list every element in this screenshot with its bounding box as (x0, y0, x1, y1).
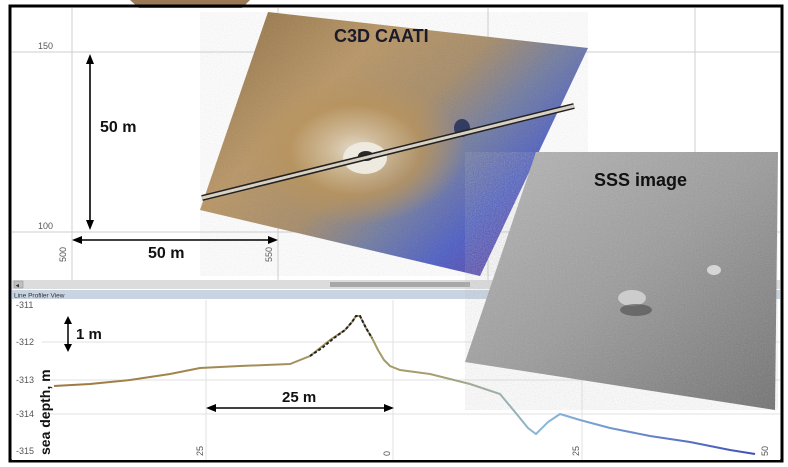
sss-image-title: SSS image (594, 170, 687, 190)
profile-vertical-scale-bar (64, 316, 72, 352)
profile-y-tick-314: -314 (16, 409, 34, 419)
profile-x-tick-25-right: 25 (571, 446, 581, 456)
profile-window-title: Line Profiler View (14, 293, 65, 300)
sss-target-highlight (618, 290, 646, 306)
seabed-profile-line (53, 315, 756, 455)
scrollbar-thumb[interactable] (330, 282, 470, 287)
scrollbar-left-arrow[interactable] (13, 280, 24, 289)
profile-y-axis-label: sea depth, m (37, 369, 53, 455)
plan-y-tick-150: 150 (38, 41, 53, 51)
profile-y-tick-312: -312 (16, 337, 34, 347)
profile-horizontal-scale-label: 25 m (282, 389, 316, 406)
profile-x-tick-50: 50 (760, 446, 770, 456)
sss-image-panel: SSS image (465, 152, 778, 410)
plan-y-tick-100: 100 (38, 221, 53, 231)
plan-x-tick-550: 550 (264, 247, 274, 262)
profile-horizontal-scale-bar (206, 404, 394, 412)
profile-line-inner (201, 104, 575, 200)
plan-x-tick-500: 500 (58, 247, 68, 262)
vertical-scale-label: 50 m (100, 119, 136, 136)
profile-vertical-scale-label: 1 m (76, 326, 102, 343)
bathymetry-grid (200, 12, 588, 276)
horizontal-scale-bar (72, 236, 278, 244)
sss-bright-speck (707, 265, 721, 275)
sss-target-shadow (620, 304, 652, 316)
plan-view-scrollbar[interactable]: ◂ (12, 280, 780, 290)
profile-y-tick-315: -315 (16, 446, 34, 456)
profile-window-titlebar[interactable]: Line Profiler View (12, 290, 780, 300)
profile-y-tick-311: -311 (16, 300, 33, 310)
profile-y-tick-313: -313 (16, 375, 34, 385)
profile-x-tick-25-left: 25 (195, 446, 205, 456)
figure-frame (8, 4, 784, 463)
profile-x-tick-0: 0 (382, 451, 392, 456)
plan-view-panel: 150 100 500 550 600 C3D CAATI 50 m (12, 8, 780, 280)
scroll-left-arrow-icon: ◂ (16, 283, 20, 290)
bathymetry-title: C3D CAATI (334, 26, 429, 46)
vertical-scale-bar (86, 54, 94, 230)
horizontal-scale-label: 50 m (148, 245, 184, 262)
